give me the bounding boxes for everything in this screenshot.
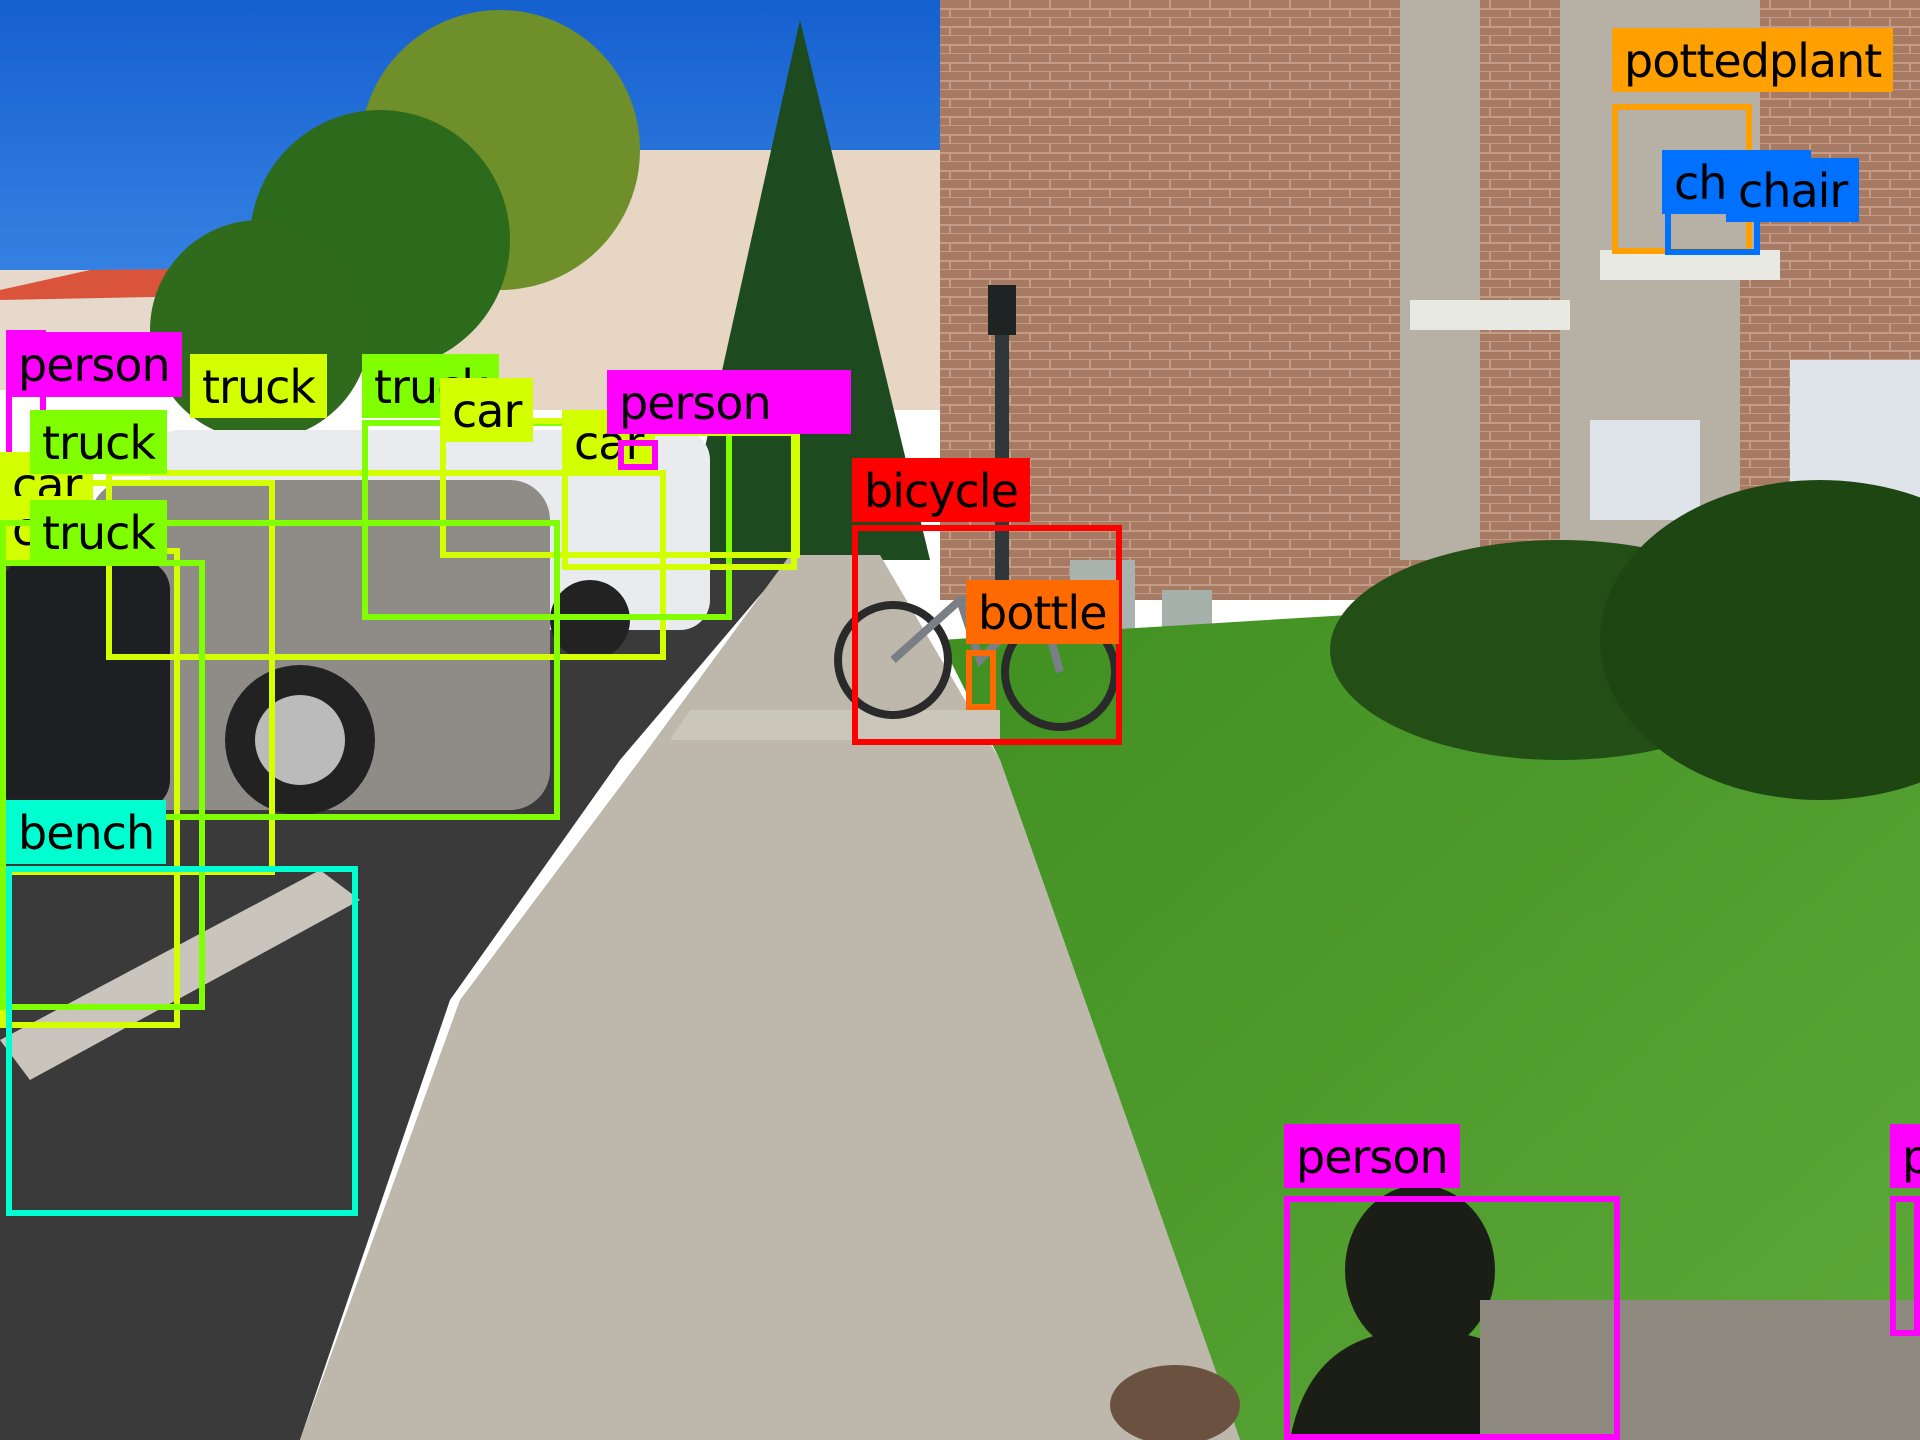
silver-car — [90, 480, 550, 810]
bbox-bicycle — [852, 525, 1122, 745]
label-person-3: person — [607, 370, 851, 434]
label-truck-2: truck — [362, 354, 500, 418]
balcony-ledge — [1410, 300, 1570, 330]
balcony-ledge-2 — [1600, 250, 1780, 280]
bbox-person-5 — [1890, 1196, 1920, 1336]
label-truck-3: truck — [30, 410, 168, 474]
label-truck-4: truck — [30, 500, 168, 564]
label-bench: bench — [6, 800, 167, 864]
label-person-4: person — [1284, 1124, 1460, 1188]
label-bicycle: bicycle — [852, 458, 1030, 522]
window — [1590, 420, 1700, 520]
bbox-bottle — [966, 650, 996, 710]
gravel-bed — [1480, 1300, 1920, 1440]
label-person-5: person — [1890, 1124, 1920, 1188]
label-pottedplant: pottedplant — [1612, 28, 1894, 92]
dark-car — [0, 560, 170, 810]
bbox-person-4 — [1284, 1196, 1620, 1440]
label-bottle: bottle — [966, 580, 1119, 644]
hedge-right — [1600, 480, 1920, 800]
manhole-cover — [1110, 1365, 1240, 1440]
brick-column — [1480, 0, 1560, 560]
bike-wheel-rear — [834, 601, 952, 719]
lawn — [940, 580, 1920, 1440]
label-person-2: person — [6, 332, 182, 396]
sidewalk — [300, 555, 1240, 1440]
bbox-person-3 — [618, 440, 658, 470]
sidewalk-joint — [670, 710, 1000, 740]
label-car: car — [440, 378, 534, 442]
truck-wheel — [550, 580, 630, 660]
label-chair-2: chair — [1726, 158, 1860, 222]
car-rim — [255, 695, 345, 785]
bbox-bench — [6, 866, 358, 1216]
lamp-head — [988, 285, 1016, 335]
label-truck: truck — [190, 354, 328, 418]
shadow-head — [1345, 1185, 1495, 1355]
